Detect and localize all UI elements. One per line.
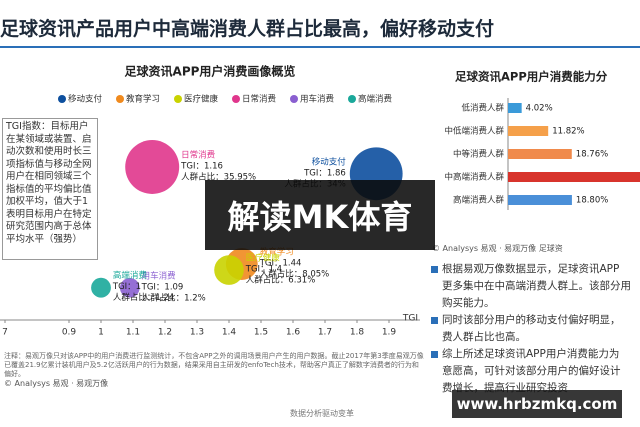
category-label: 低消费人群 — [461, 103, 504, 114]
chart-title: 足球资讯APP用户消费画像概览 — [125, 64, 296, 79]
bubble-x-label: TGI：1.16 — [180, 162, 223, 172]
x-tick-label: 1.5 — [254, 328, 268, 338]
bullet-text: 根据易观万像数据显示，足球资讯APP — [430, 262, 640, 277]
bubble-x-label: TGI：1.86 — [303, 168, 346, 178]
bubble-value-label: 人群占比：1.24 — [113, 292, 174, 303]
bar — [508, 172, 640, 182]
slogan: 数据分析驱动变革 — [290, 409, 354, 418]
category-label: 高端消费人群 — [453, 195, 505, 206]
bar — [508, 195, 572, 205]
legend-label: 医疗健康 — [184, 94, 219, 105]
bullet-text: 更多集中在中高端消费人群上。该部分用 — [442, 280, 631, 292]
category-label: 中低端消费人群 — [444, 126, 504, 137]
bullet-text: 意愿高，可针对该部分用户的偏好设计 — [442, 365, 621, 377]
bubble — [214, 255, 244, 285]
bubble-name: 移动支付 — [312, 156, 347, 167]
page-title: 足球资讯产品用户中高端消费人群占比最高，偏好移动支付 — [0, 18, 495, 40]
bar — [508, 103, 522, 113]
bubble-value-label: 人群占比：1.2% — [142, 292, 206, 303]
x-tick-label: 1.1 — [126, 328, 140, 338]
legend-swatch — [116, 95, 124, 103]
x-tick-label: 0.9 — [62, 328, 77, 338]
bar — [508, 149, 572, 159]
bubble-value-label: 人群占比：8.05% — [260, 269, 330, 280]
x-tick-label: 1.6 — [286, 328, 301, 338]
bar — [508, 126, 549, 136]
bullet-text: 综上所述足球资讯APP用户消费能力为 — [430, 347, 640, 362]
bubble-name: 教育学习 — [260, 247, 294, 258]
x-tick-label: 1.9 — [382, 328, 397, 338]
bubble-name: 日常消费 — [181, 150, 216, 161]
value-label: 11.82% — [552, 127, 584, 137]
x-tick-label: 1.2 — [158, 328, 172, 338]
bubble-value-label: 人群占比：35.95% — [181, 172, 256, 183]
chart-title: 足球资讯APP用户消费能力分 — [455, 70, 608, 84]
x-tick-label: 1.3 — [190, 328, 204, 338]
x-axis-label: TGI — [402, 314, 418, 324]
legend-swatch — [290, 95, 298, 103]
bubble — [125, 140, 180, 194]
bullet-text: 购买能力。 — [442, 297, 495, 309]
header-rule — [0, 46, 640, 48]
legend-label: 移动支付 — [68, 94, 103, 105]
x-tick-label: 7 — [2, 328, 8, 338]
x-tick-label: 1 — [98, 328, 104, 338]
value-label: 18.76% — [576, 150, 608, 160]
legend-swatch — [174, 95, 182, 103]
source: © Analysys 易观 · 易观万像 — [4, 379, 109, 388]
bubble-name: 医疗健康 — [246, 253, 281, 264]
x-tick-label: 1.8 — [350, 328, 365, 338]
category-label: 中等消费人群 — [453, 149, 505, 160]
value-label: 4.02% — [526, 104, 553, 114]
footnote: 注释：易观万像只对该APP中的用户消费进行监测统计，不包含APP之外的调用场景用… — [4, 352, 424, 378]
legend-label: 高端消费 — [358, 94, 393, 105]
bubble-x-label: TGI：1.4 — [245, 265, 282, 275]
legend-label: 日常消费 — [242, 94, 277, 105]
bubble-x-label: TGI：1.09 — [141, 282, 184, 292]
bubble-name: 高端消费 — [113, 270, 148, 281]
bullet-text: 同时该部分用户的移动支付偏好明显， — [430, 313, 640, 328]
legend-swatch — [348, 95, 356, 103]
legend-label: 教育学习 — [126, 94, 160, 105]
bubble-name: 用车消费 — [142, 270, 177, 281]
bubble — [119, 277, 140, 298]
bubble-value-label: 人群占比：6.31% — [246, 275, 316, 286]
site-watermark: www.hrbzmkq.com — [452, 390, 622, 418]
x-tick-label: 1.4 — [222, 328, 237, 338]
legend-label: 用车消费 — [300, 94, 335, 105]
legend-swatch — [232, 95, 240, 103]
category-label: 中高端消费人群 — [444, 172, 504, 183]
bubble-x-label: TGI：1 — [112, 282, 141, 292]
bullet-text: 费人群占比也高。 — [442, 331, 526, 343]
bubble — [91, 277, 111, 298]
x-tick-label: 1.7 — [318, 328, 332, 338]
source: © Analysys 易观 · 易观万像 足球资 — [432, 244, 563, 253]
bubble-x-label: TGI：1.44 — [259, 259, 302, 269]
tgi-note: TGI指数：目标用户在某领域或装置、启动次数和使用时长三项指标值与移动全网用户在… — [2, 118, 98, 260]
overlay-banner: 解读MK体育 — [205, 180, 435, 250]
legend-swatch — [58, 95, 66, 103]
bullet-list: 根据易观万像数据显示，足球资讯APP 更多集中在中高端消费人群上。该部分用 购买能力… — [430, 262, 640, 398]
value-label: 18.80% — [576, 196, 608, 206]
